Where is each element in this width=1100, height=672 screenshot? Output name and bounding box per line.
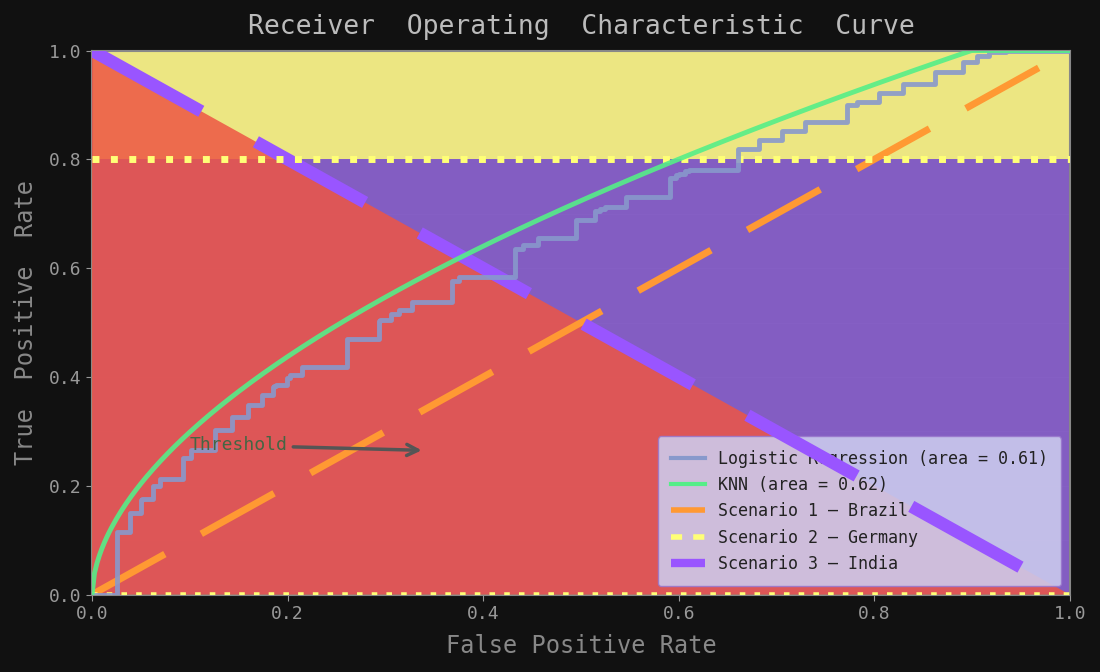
- Legend: Logistic Regression (area = 0.61), KNN (area = 0.62), Scenario 1 – Brazil, Scena: Logistic Regression (area = 0.61), KNN (…: [658, 436, 1062, 586]
- Y-axis label: True  Positive  Rate: True Positive Rate: [14, 180, 37, 465]
- Title: Receiver  Operating  Characteristic  Curve: Receiver Operating Characteristic Curve: [248, 14, 914, 40]
- Polygon shape: [92, 50, 1070, 159]
- Text: Threshold: Threshold: [190, 436, 418, 456]
- Polygon shape: [92, 50, 1070, 595]
- Polygon shape: [92, 50, 1070, 595]
- X-axis label: False Positive Rate: False Positive Rate: [446, 634, 716, 658]
